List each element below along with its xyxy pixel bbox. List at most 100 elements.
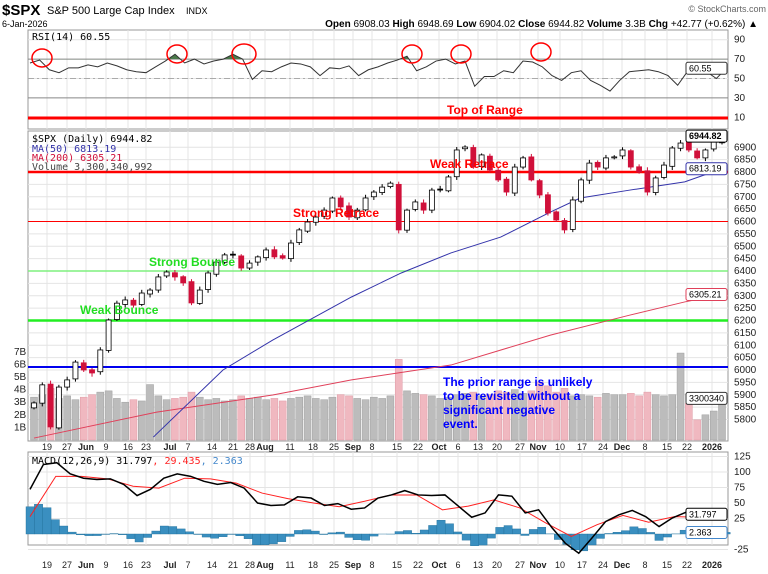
macd-histogram-bar bbox=[260, 533, 270, 545]
rsi-tick-label: 90 bbox=[734, 35, 746, 46]
legend-ma50: MA(50) 6813.19 bbox=[32, 144, 116, 155]
candle-body bbox=[636, 166, 643, 173]
macd-histogram-bar bbox=[512, 528, 521, 535]
candle-body bbox=[196, 289, 203, 304]
x-tick-label: 18 bbox=[308, 560, 318, 570]
macd-histogram-bar bbox=[159, 525, 169, 535]
volume-bar bbox=[96, 391, 105, 441]
volume-bar bbox=[187, 391, 196, 441]
exchange: INDX bbox=[186, 6, 208, 16]
volume-bar bbox=[303, 395, 312, 441]
candle-body bbox=[64, 379, 71, 388]
x-tick-label: 23 bbox=[141, 442, 151, 452]
candle-body bbox=[370, 191, 377, 198]
price-tick-label: 6500 bbox=[734, 241, 757, 252]
volume-tick-label: 4B bbox=[14, 385, 27, 396]
macd-histogram-bar bbox=[436, 520, 446, 535]
x-tick-label: 13 bbox=[473, 442, 483, 452]
x-tick-label: 20 bbox=[492, 442, 502, 452]
note-line: to be revisited without a bbox=[443, 389, 581, 403]
x-tick-label: 17 bbox=[577, 560, 587, 570]
annotation-weak-retrace: Weak Retrace bbox=[430, 157, 509, 171]
x-tick-label: 10 bbox=[555, 442, 565, 452]
quote-summary: Open 6908.03 High 6948.69 Low 6904.02 Cl… bbox=[325, 19, 758, 30]
macd-histogram-bar bbox=[84, 533, 94, 536]
macd-histogram-bar bbox=[596, 533, 605, 539]
volume-tag: 3300340 bbox=[689, 393, 724, 403]
x-tick-label: Sep bbox=[345, 560, 362, 570]
volume-bar bbox=[113, 398, 121, 441]
price-tick-label: 6100 bbox=[734, 340, 757, 351]
x-tick-label: Jul bbox=[163, 560, 176, 570]
ma200-tag: 6305.21 bbox=[689, 289, 722, 299]
volume-bar bbox=[444, 396, 453, 441]
ma200-tag-box bbox=[685, 287, 728, 301]
candle-body bbox=[677, 142, 684, 149]
x-tick-label: 15 bbox=[662, 560, 672, 570]
legend-volume: Volume 3,300,340,992 bbox=[32, 162, 152, 173]
volume-bar bbox=[121, 401, 129, 441]
volume-bar bbox=[287, 398, 295, 441]
candle-body bbox=[420, 202, 427, 211]
volume-bar bbox=[569, 395, 577, 441]
candle-body bbox=[702, 149, 709, 159]
candle-body bbox=[603, 157, 609, 169]
macd-legend-hist: 2.363 bbox=[213, 456, 243, 467]
x-tick-label: 15 bbox=[662, 442, 672, 452]
annotation-weak-bounce: Weak Bounce bbox=[80, 303, 159, 317]
x-tick-label: 22 bbox=[682, 560, 692, 570]
candle-body bbox=[644, 170, 651, 193]
volume-bar bbox=[79, 396, 88, 441]
volume-bar bbox=[693, 419, 701, 441]
x-tick-label: 8 bbox=[642, 442, 647, 452]
x-tick-label: 2026 bbox=[702, 560, 722, 570]
candle-body bbox=[113, 302, 120, 320]
macd-histogram-bar bbox=[118, 533, 127, 535]
macd-tick-label: -25 bbox=[734, 545, 749, 556]
x-tick-label: 23 bbox=[141, 560, 151, 570]
note-line: The prior range is unlikely bbox=[443, 375, 593, 389]
note-line: event. bbox=[443, 417, 478, 431]
volume-bar bbox=[336, 394, 345, 441]
x-tick-label: 14 bbox=[207, 560, 217, 570]
macd-histogram-bar bbox=[327, 532, 337, 535]
volume-bar bbox=[668, 394, 677, 441]
macd-tag: 31.797 bbox=[689, 509, 717, 519]
volume-tag-box bbox=[685, 391, 728, 405]
volume-tick-label: 6B bbox=[14, 359, 27, 370]
price-tick-label: 6350 bbox=[734, 278, 757, 289]
price-tick-label: 5850 bbox=[734, 402, 757, 413]
candle-body bbox=[395, 183, 402, 231]
volume-bar bbox=[610, 394, 618, 441]
price-panel bbox=[27, 130, 729, 442]
volume-bar bbox=[63, 395, 71, 441]
volume-bar bbox=[312, 398, 320, 441]
macd-histogram-bar bbox=[76, 533, 85, 536]
macd-histogram-bar bbox=[461, 533, 471, 541]
candle-body bbox=[694, 150, 701, 159]
volume-bar bbox=[71, 399, 80, 441]
price-tick-label: 6750 bbox=[734, 179, 757, 190]
price-tick-label: 6400 bbox=[734, 266, 757, 277]
annotation-strong-retrace: Strong Retrace bbox=[293, 206, 379, 220]
volume-bar bbox=[511, 389, 519, 441]
macd-histogram-bar bbox=[285, 533, 295, 537]
macd-histogram-bar bbox=[453, 531, 463, 535]
macd-histogram-bar bbox=[612, 532, 622, 535]
price-tick-label: 5950 bbox=[734, 377, 757, 388]
price-tick-label: 6000 bbox=[734, 365, 757, 376]
volume-bar bbox=[129, 399, 138, 441]
x-tick-label: 22 bbox=[682, 442, 692, 452]
macd-histogram-bar bbox=[176, 528, 186, 535]
candle-body bbox=[163, 271, 170, 277]
macd-legend-macd: MACD(12,26,9) 31.797 bbox=[32, 456, 152, 467]
x-tick-label: Nov bbox=[529, 560, 546, 570]
volume-bar bbox=[220, 400, 229, 441]
macd-histogram-bar bbox=[302, 529, 312, 535]
candle-body bbox=[55, 386, 62, 429]
macd-histogram-bar bbox=[487, 533, 496, 539]
candle-body bbox=[652, 177, 659, 193]
x-tick-label: 14 bbox=[207, 442, 217, 452]
symbol: $SPX bbox=[2, 2, 40, 19]
macd-histogram-bar bbox=[268, 533, 278, 545]
